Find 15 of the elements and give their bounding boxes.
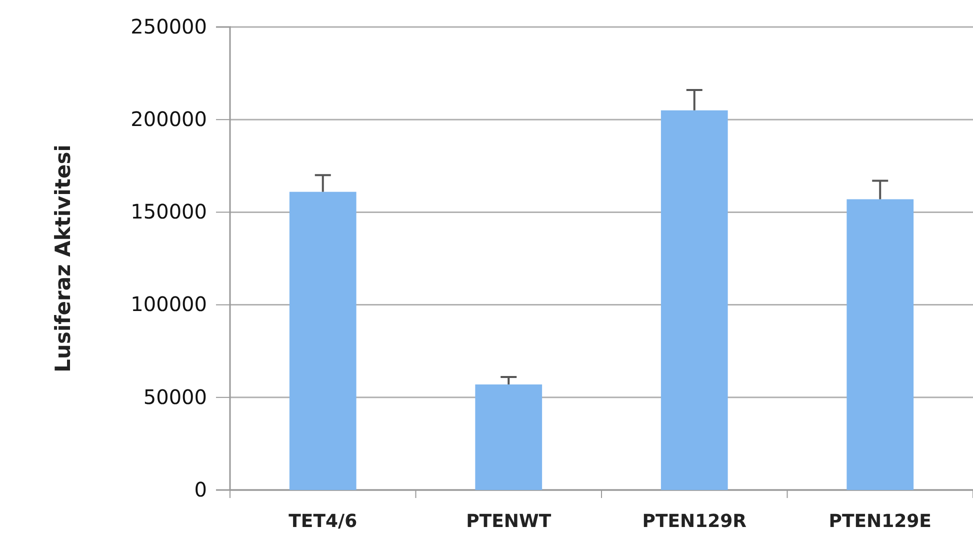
x-tick-label: PTENWT: [466, 511, 552, 532]
y-tick-label: 150000: [130, 200, 207, 224]
y-tick-label: 100000: [130, 292, 207, 316]
x-tick-label: TET4/6: [288, 511, 358, 532]
y-axis-title: Lusiferaz Aktivitesi: [51, 144, 75, 372]
x-tick-label: PTEN129R: [642, 511, 747, 532]
bar: [846, 199, 914, 490]
bar: [475, 384, 542, 490]
bar: [660, 110, 728, 490]
y-tick-label: 200000: [130, 107, 207, 131]
x-tick-label: PTEN129E: [828, 511, 932, 532]
y-tick-label: 0: [194, 477, 207, 502]
y-tick-label: 50000: [143, 384, 207, 409]
y-tick-label: 250000: [130, 14, 207, 38]
bar: [289, 192, 356, 490]
